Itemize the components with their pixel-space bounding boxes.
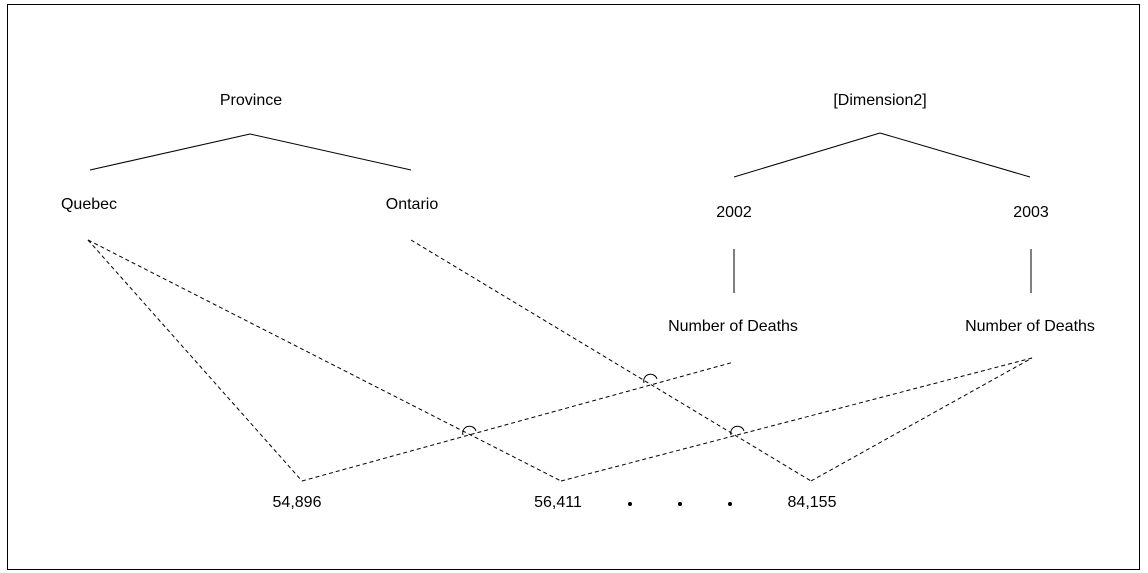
diagram-frame [7, 4, 1140, 570]
link-ontario-v3 [410, 239, 812, 482]
edge-dimension2-2003 [879, 132, 1031, 178]
ellipsis-dot [628, 502, 632, 506]
edge-province-ontario [249, 133, 412, 171]
ellipsis-dot [678, 502, 682, 506]
hop-arc-2 [643, 373, 658, 384]
measure-2002-label: Number of Deaths [668, 318, 798, 335]
value-label-1: 54,896 [272, 494, 322, 511]
edge-dimension2-2002 [733, 132, 881, 178]
year-2003-label: 2003 [1013, 204, 1049, 221]
dimension2-label: [Dimension2] [833, 92, 927, 109]
hop-arc-1 [462, 425, 477, 436]
link-quebec-v1 [87, 239, 303, 482]
edge-province-quebec [89, 133, 251, 171]
quebec-label: Quebec [60, 196, 118, 213]
link-v3-2003 [810, 357, 1033, 482]
province-label: Province [219, 92, 283, 109]
value-label-2: 56,411 [534, 494, 582, 511]
measure-2003-label: Number of Deaths [965, 318, 1095, 335]
hop-arc-3 [730, 425, 745, 436]
value-label-3: 84,155 [787, 494, 837, 511]
link-v1-2002 [301, 361, 735, 482]
year-2002-label: 2002 [716, 204, 752, 221]
ontario-label: Ontario [385, 196, 439, 213]
link-v2-2003 [560, 357, 1033, 482]
link-quebec-v2 [87, 239, 562, 482]
ellipsis-dot [728, 502, 732, 506]
